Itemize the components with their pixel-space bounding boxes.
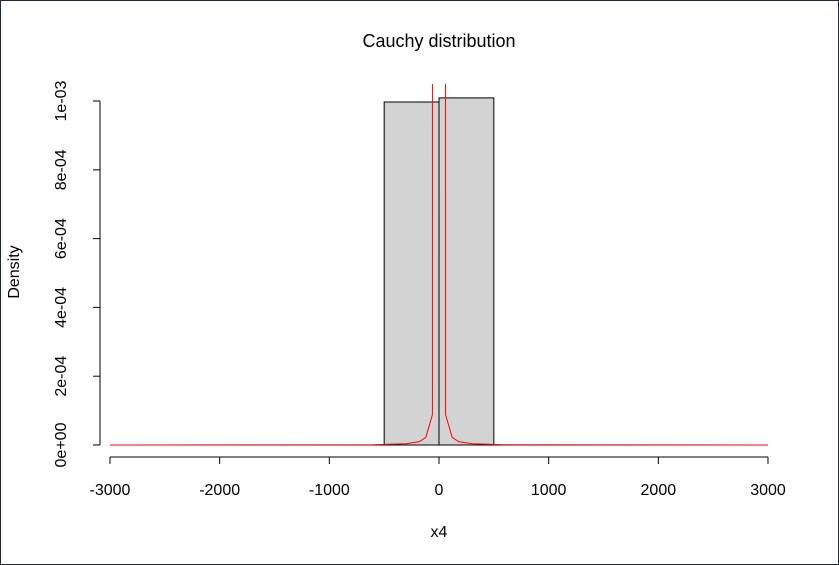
x-tick-label: -1000 [309, 482, 350, 499]
x-tick-label: 3000 [750, 482, 786, 499]
bar [438, 97, 495, 446]
bar [383, 101, 440, 446]
x-tick-label: 2000 [641, 482, 677, 499]
x-tick-label: 1000 [531, 482, 567, 499]
chart-title: Cauchy distribution [362, 31, 515, 51]
y-tick-label: 4e-04 [53, 287, 70, 328]
x-tick-label: 0 [435, 482, 444, 499]
y-tick-label: 8e-04 [53, 149, 70, 190]
y-axis-label: Density [6, 245, 23, 298]
y-tick-label: 6e-04 [53, 218, 70, 259]
x-axis-label: x4 [431, 524, 448, 541]
y-tick-label: 1e-03 [53, 80, 70, 121]
x-tick-label: -3000 [90, 482, 131, 499]
x-tick-label: -2000 [199, 482, 240, 499]
y-tick-label: 0e+00 [53, 422, 70, 467]
density-curve [109, 84, 769, 446]
y-tick-label: 2e-04 [53, 356, 70, 397]
